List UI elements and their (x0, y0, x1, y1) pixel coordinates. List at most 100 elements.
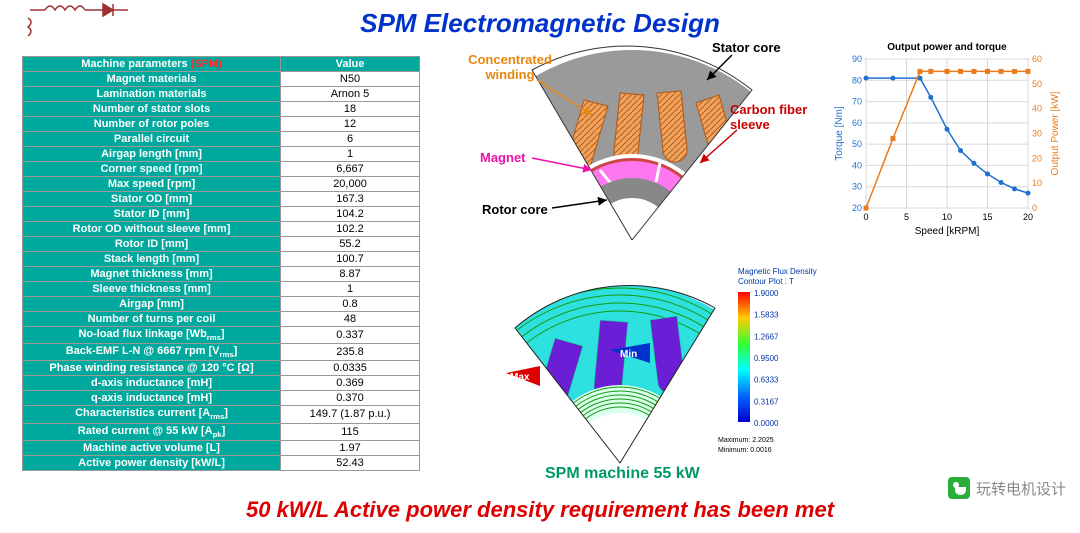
param-cell: Airgap [mm] (23, 297, 281, 312)
svg-text:Contour Plot : T: Contour Plot : T (738, 277, 794, 286)
svg-text:0.0000: 0.0000 (754, 419, 779, 428)
param-cell: Number of rotor poles (23, 117, 281, 132)
cross-section-diagram: Stator core Concentrated winding Carbon … (452, 40, 812, 240)
svg-text:Magnetic Flux Density: Magnetic Flux Density (738, 267, 817, 276)
flux-density-plot: Max Min Magnetic Flux Density Contour Pl… (500, 258, 830, 468)
svg-text:1.9000: 1.9000 (754, 289, 779, 298)
flux-caption: SPM machine 55 kW (545, 465, 700, 483)
svg-text:0.6333: 0.6333 (754, 376, 779, 385)
value-cell: 0.369 (281, 376, 420, 391)
svg-text:Min: Min (620, 349, 637, 360)
param-cell: q-axis inductance [mH] (23, 391, 281, 406)
param-cell: Phase winding resistance @ 120 °C [Ω] (23, 361, 281, 376)
value-cell: 167.3 (281, 192, 420, 207)
svg-text:60: 60 (1032, 54, 1042, 64)
svg-text:0.3167: 0.3167 (754, 397, 779, 406)
param-cell: Stack length [mm] (23, 252, 281, 267)
power-torque-chart: Output power and torque 0510152020304050… (832, 42, 1062, 242)
value-cell: 0.370 (281, 391, 420, 406)
param-cell: Sleeve thickness [mm] (23, 282, 281, 297)
svg-text:50: 50 (1032, 79, 1042, 89)
svg-text:1.2667: 1.2667 (754, 332, 779, 341)
value-cell: 6 (281, 132, 420, 147)
param-cell: d-axis inductance [mH] (23, 376, 281, 391)
table-header-value: Value (281, 57, 420, 72)
param-cell: Back-EMF L-N @ 6667 rpm [Vrms] (23, 344, 281, 361)
svg-text:Maximum: 2.2025: Maximum: 2.2025 (718, 437, 774, 444)
watermark: 玩转电机设计 (948, 477, 1066, 499)
value-cell: 0.8 (281, 297, 420, 312)
svg-text:50: 50 (852, 139, 862, 149)
param-cell: Number of turns per coil (23, 312, 281, 327)
value-cell: 6,667 (281, 162, 420, 177)
svg-text:60: 60 (852, 118, 862, 128)
value-cell: Arnon 5 (281, 87, 420, 102)
value-cell: 18 (281, 102, 420, 117)
value-cell: 12 (281, 117, 420, 132)
value-cell: N50 (281, 72, 420, 87)
machine-params-table: Machine parameters (SPM) Value Magnet ma… (22, 56, 420, 471)
param-cell: Parallel circuit (23, 132, 281, 147)
value-cell: 149.7 (1.87 p.u.) (281, 406, 420, 423)
param-cell: Characteristics current [Arms] (23, 406, 281, 423)
svg-text:40: 40 (852, 160, 862, 170)
svg-text:Minimum: 0.0016: Minimum: 0.0016 (718, 447, 772, 454)
param-cell: No-load flux linkage [Wbrms] (23, 327, 281, 344)
table-header-param: Machine parameters (SPM) (23, 57, 281, 72)
param-cell: Rotor OD without sleeve [mm] (23, 222, 281, 237)
param-cell: Max speed [rpm] (23, 177, 281, 192)
label-sleeve: Carbon fiber sleeve (730, 102, 820, 132)
value-cell: 104.2 (281, 207, 420, 222)
value-cell: 0.0335 (281, 361, 420, 376)
param-cell: Stator ID [mm] (23, 207, 281, 222)
svg-text:30: 30 (852, 182, 862, 192)
svg-text:Output Power [kW]: Output Power [kW] (1050, 91, 1061, 175)
label-stator-core: Stator core (712, 40, 781, 55)
page-title: SPM Electromagnetic Design (0, 8, 1080, 39)
value-cell: 55.2 (281, 237, 420, 252)
param-cell: Rated current @ 55 kW [Apk] (23, 423, 281, 440)
svg-text:0: 0 (1032, 203, 1037, 213)
value-cell: 1.97 (281, 440, 420, 455)
param-cell: Corner speed [rpm] (23, 162, 281, 177)
svg-text:1.5833: 1.5833 (754, 311, 779, 320)
svg-text:10: 10 (942, 212, 952, 222)
param-cell: Machine active volume [L] (23, 440, 281, 455)
svg-text:5: 5 (904, 212, 909, 222)
svg-text:0: 0 (863, 212, 868, 222)
value-cell: 235.8 (281, 344, 420, 361)
param-cell: Airgap length [mm] (23, 147, 281, 162)
value-cell: 48 (281, 312, 420, 327)
value-cell: 0.337 (281, 327, 420, 344)
value-cell: 1 (281, 147, 420, 162)
label-rotor-core: Rotor core (482, 202, 548, 217)
value-cell: 115 (281, 423, 420, 440)
svg-text:70: 70 (852, 97, 862, 107)
label-winding: Concentrated winding (460, 52, 560, 82)
svg-text:90: 90 (852, 54, 862, 64)
param-cell: Stator OD [mm] (23, 192, 281, 207)
svg-text:10: 10 (1032, 178, 1042, 188)
value-cell: 100.7 (281, 252, 420, 267)
param-cell: Active power density [kW/L] (23, 455, 281, 470)
svg-text:30: 30 (1032, 129, 1042, 139)
param-cell: Magnet thickness [mm] (23, 267, 281, 282)
param-cell: Lamination materials (23, 87, 281, 102)
svg-text:20: 20 (1032, 153, 1042, 163)
value-cell: 1 (281, 282, 420, 297)
param-cell: Magnet materials (23, 72, 281, 87)
svg-text:0.9500: 0.9500 (754, 354, 779, 363)
value-cell: 52.43 (281, 455, 420, 470)
footer-statement: 50 kW/L Active power density requirement… (0, 497, 1080, 523)
param-cell: Rotor ID [mm] (23, 237, 281, 252)
label-magnet: Magnet (480, 150, 526, 165)
svg-text:Speed [kRPM]: Speed [kRPM] (915, 226, 980, 237)
svg-text:20: 20 (852, 203, 862, 213)
svg-text:Torque [Nm]: Torque [Nm] (834, 106, 845, 161)
value-cell: 8.87 (281, 267, 420, 282)
param-cell: Number of stator slots (23, 102, 281, 117)
svg-text:20: 20 (1023, 212, 1033, 222)
value-cell: 102.2 (281, 222, 420, 237)
svg-text:Max: Max (510, 372, 530, 383)
value-cell: 20,000 (281, 177, 420, 192)
